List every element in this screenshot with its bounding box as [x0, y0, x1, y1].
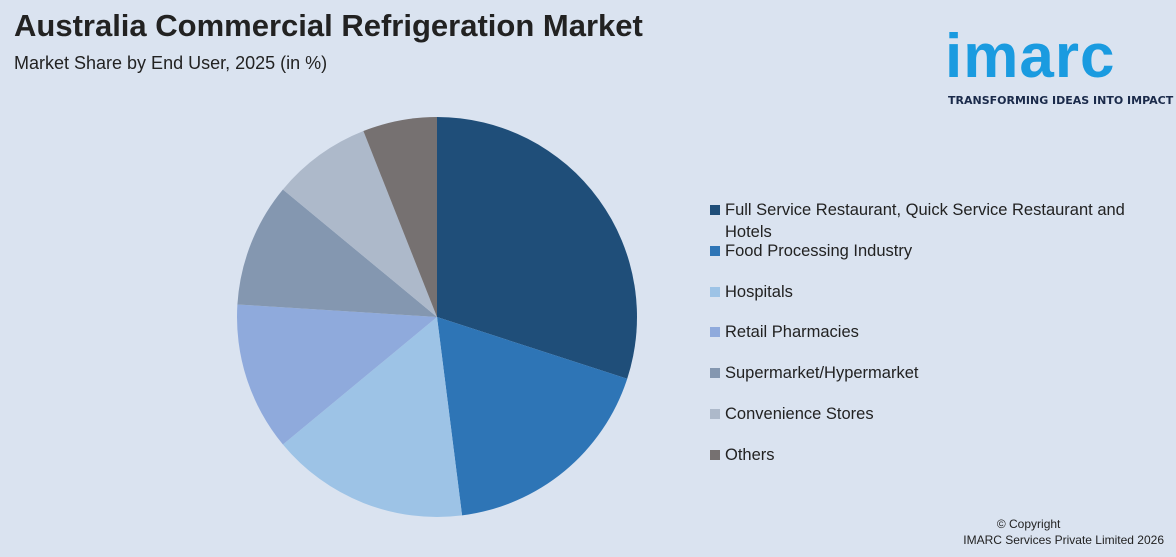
legend-label: Retail Pharmacies [725, 323, 859, 341]
legend-item: Supermarket/Hypermarket [710, 362, 1135, 384]
legend-item: Food Processing Industry [710, 240, 1135, 262]
pie-slice [282, 317, 463, 517]
legend-item: Full Service Restaurant, Quick Service R… [710, 199, 1135, 243]
pie-slice [282, 131, 437, 317]
logo: imarc [945, 22, 1116, 91]
legend-item: Convenience Stores [710, 403, 1135, 425]
company: IMARC Services Private Limited 2026 [963, 533, 1164, 547]
legend-swatch [710, 450, 720, 460]
pie-slice [237, 304, 437, 445]
logo-tagline: TRANSFORMING IDEAS INTO IMPACT [948, 94, 1174, 107]
legend-label: Supermarket/Hypermarket [725, 364, 919, 382]
legend-swatch [710, 205, 720, 215]
legend-item: Hospitals [710, 281, 1135, 303]
pie-slice [437, 117, 637, 379]
legend-swatch [710, 246, 720, 256]
legend-label: Full Service Restaurant, Quick Service R… [725, 201, 1125, 241]
legend-label: Hospitals [725, 283, 793, 301]
legend-label: Food Processing Industry [725, 242, 913, 260]
legend-swatch [710, 409, 720, 419]
legend-swatch [710, 287, 720, 297]
pie-slice [237, 189, 437, 317]
pie-slice [363, 117, 437, 317]
chart-title: Australia Commercial Refrigeration Marke… [14, 8, 643, 43]
legend-label: Convenience Stores [725, 405, 874, 423]
legend-swatch [710, 368, 720, 378]
footer: © Copyright IMARC Services Private Limit… [963, 516, 1164, 548]
legend-label: Others [725, 446, 775, 464]
legend-swatch [710, 327, 720, 337]
legend-item: Others [710, 444, 1135, 466]
copyright: © Copyright [996, 517, 1061, 531]
chart-subtitle: Market Share by End User, 2025 (in %) [14, 53, 328, 73]
legend-item: Retail Pharmacies [710, 321, 1135, 343]
pie-slice [437, 317, 628, 516]
